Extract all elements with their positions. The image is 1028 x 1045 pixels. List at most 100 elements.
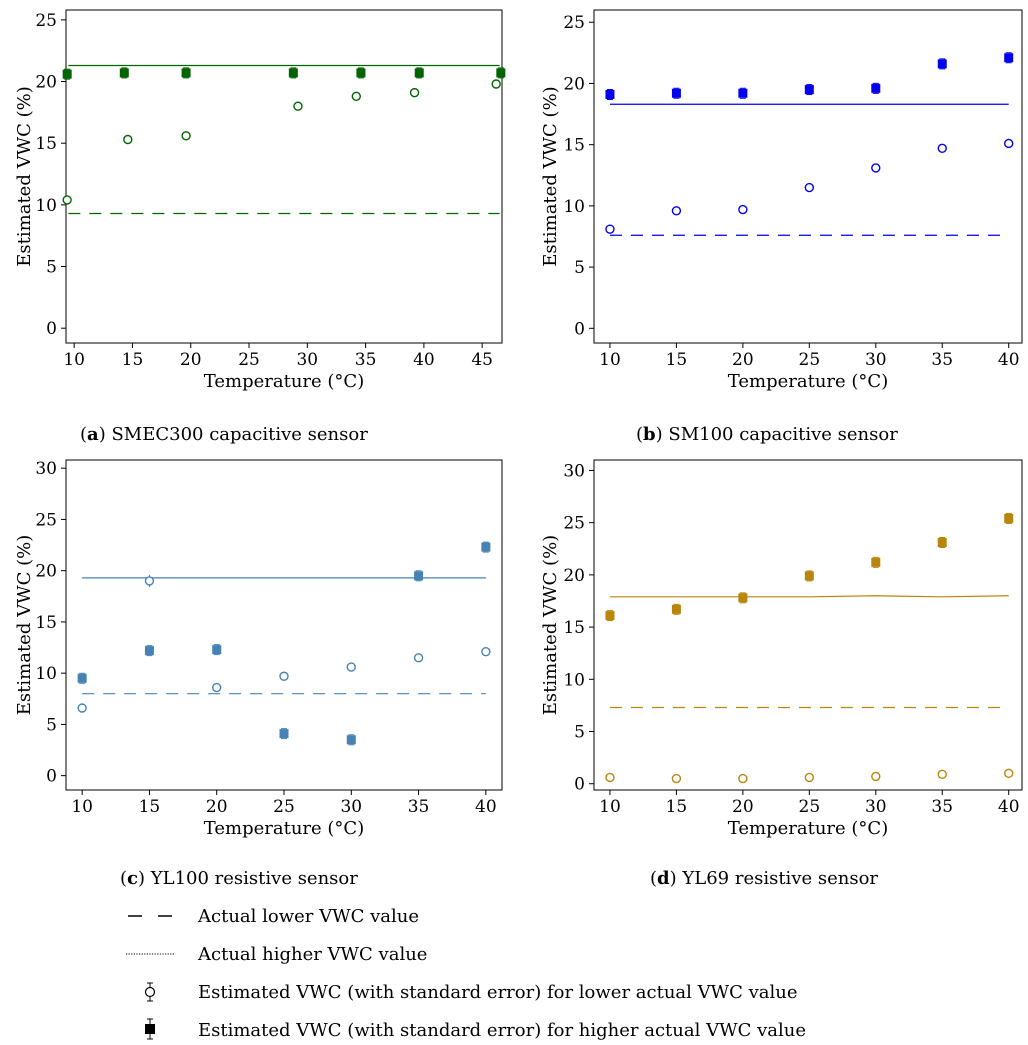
y-tick-label: 10 [563,197,585,217]
x-tick-label: 30 [296,350,318,370]
x-tick-label: 15 [666,797,688,817]
x-tick-label: 25 [799,350,821,370]
high-point [871,557,881,567]
x-tick-label: 30 [865,797,887,817]
low-point [293,101,303,111]
y-tick-label: 10 [35,196,57,216]
caption-letter: d [657,868,670,889]
y-tick-label: 25 [563,13,585,33]
high-point [288,68,298,78]
caption-text: SMEC300 capacitive sensor [106,424,368,445]
plot-frame [65,9,503,344]
x-tick-label: 10 [63,350,85,370]
panel-caption: (b) SM100 capacitive sensor [636,424,898,445]
caption-paren-open: ( [120,868,127,889]
legend-item-actual-higher: Actual higher VWC value [126,944,427,965]
high-point [605,611,615,621]
caption-paren-open: ( [636,424,643,445]
x-tick-label: 30 [865,350,887,370]
low-point [62,195,72,205]
low-point [671,773,682,784]
y-tick-label: 20 [35,73,57,93]
x-tick-label: 35 [408,797,430,817]
legend-label-actual-lower: Actual lower VWC value [197,906,419,927]
y-tick-label: 25 [35,510,57,530]
x-tick-label: 40 [998,350,1020,370]
x-tick-label: 10 [71,797,93,817]
y-tick-label: 15 [35,134,57,154]
low-point [77,703,87,713]
plot-frame [65,459,503,791]
low-point [212,682,222,693]
y-axis-label: Estimated VWC (%) [14,535,35,715]
low-point [144,576,155,586]
y-tick-label: 5 [574,258,585,278]
legend-open-circle-errorbar-icon [144,982,156,1002]
y-tick-label: 15 [563,136,585,156]
y-tick-label: 15 [35,613,57,633]
caption-paren-close: ) [670,868,677,889]
caption-letter: b [643,424,656,445]
low-point [804,772,815,783]
low-point [481,646,491,657]
y-tick-label: 0 [574,319,585,339]
low-point [605,772,615,783]
panel-caption: (c) YL100 resistive sensor [120,868,358,889]
x-tick-label: 30 [340,797,362,817]
high-point [804,85,814,95]
high-point [1004,53,1014,63]
low-point [937,769,947,780]
high-point [279,729,289,739]
high-point [605,89,615,99]
y-tick-label: 20 [563,74,585,94]
high-point [671,604,681,614]
x-tick-label: 10 [599,797,621,817]
panel-caption: (a) SMEC300 capacitive sensor [80,424,368,445]
low-point [181,131,191,141]
low-point [1004,768,1014,778]
high-point [496,68,506,78]
low-point [937,143,947,154]
low-point [409,87,420,98]
y-tick-label: 10 [35,664,57,684]
y-tick-label: 0 [46,319,57,339]
caption-paren-open: ( [80,424,87,445]
y-tick-label: 20 [563,566,585,586]
x-axis-label: Temperature (°C) [204,818,364,839]
x-tick-label: 35 [931,350,953,370]
x-tick-label: 40 [413,350,435,370]
x-tick-label: 15 [122,350,144,370]
y-axis-label: Estimated VWC (%) [14,86,35,266]
x-tick-label: 10 [599,350,621,370]
high-point [212,645,222,655]
y-tick-label: 30 [35,459,57,479]
low-point [279,671,289,681]
x-tick-label: 25 [238,350,260,370]
caption-letter: a [87,424,99,445]
caption-paren-close: ) [99,424,106,445]
caption-text: YL69 resistive sensor [677,868,879,889]
y-tick-label: 0 [46,767,57,787]
high-point [144,646,154,656]
y-tick-label: 30 [563,461,585,481]
x-tick-label: 15 [666,350,688,370]
low-point [738,204,748,215]
y-tick-label: 5 [46,258,57,278]
y-tick-label: 15 [563,618,585,638]
high-point [77,673,87,683]
y-tick-label: 25 [35,11,57,31]
high-point [738,593,748,603]
caption-paren-close: ) [138,868,145,889]
x-tick-label: 20 [180,350,202,370]
high-point [671,88,681,98]
high-point [356,68,366,78]
x-tick-label: 25 [799,797,821,817]
high-point [937,538,947,547]
y-axis-label: Estimated VWC (%) [540,535,561,715]
legend-label-actual-higher: Actual higher VWC value [197,944,427,965]
low-point [491,79,501,89]
